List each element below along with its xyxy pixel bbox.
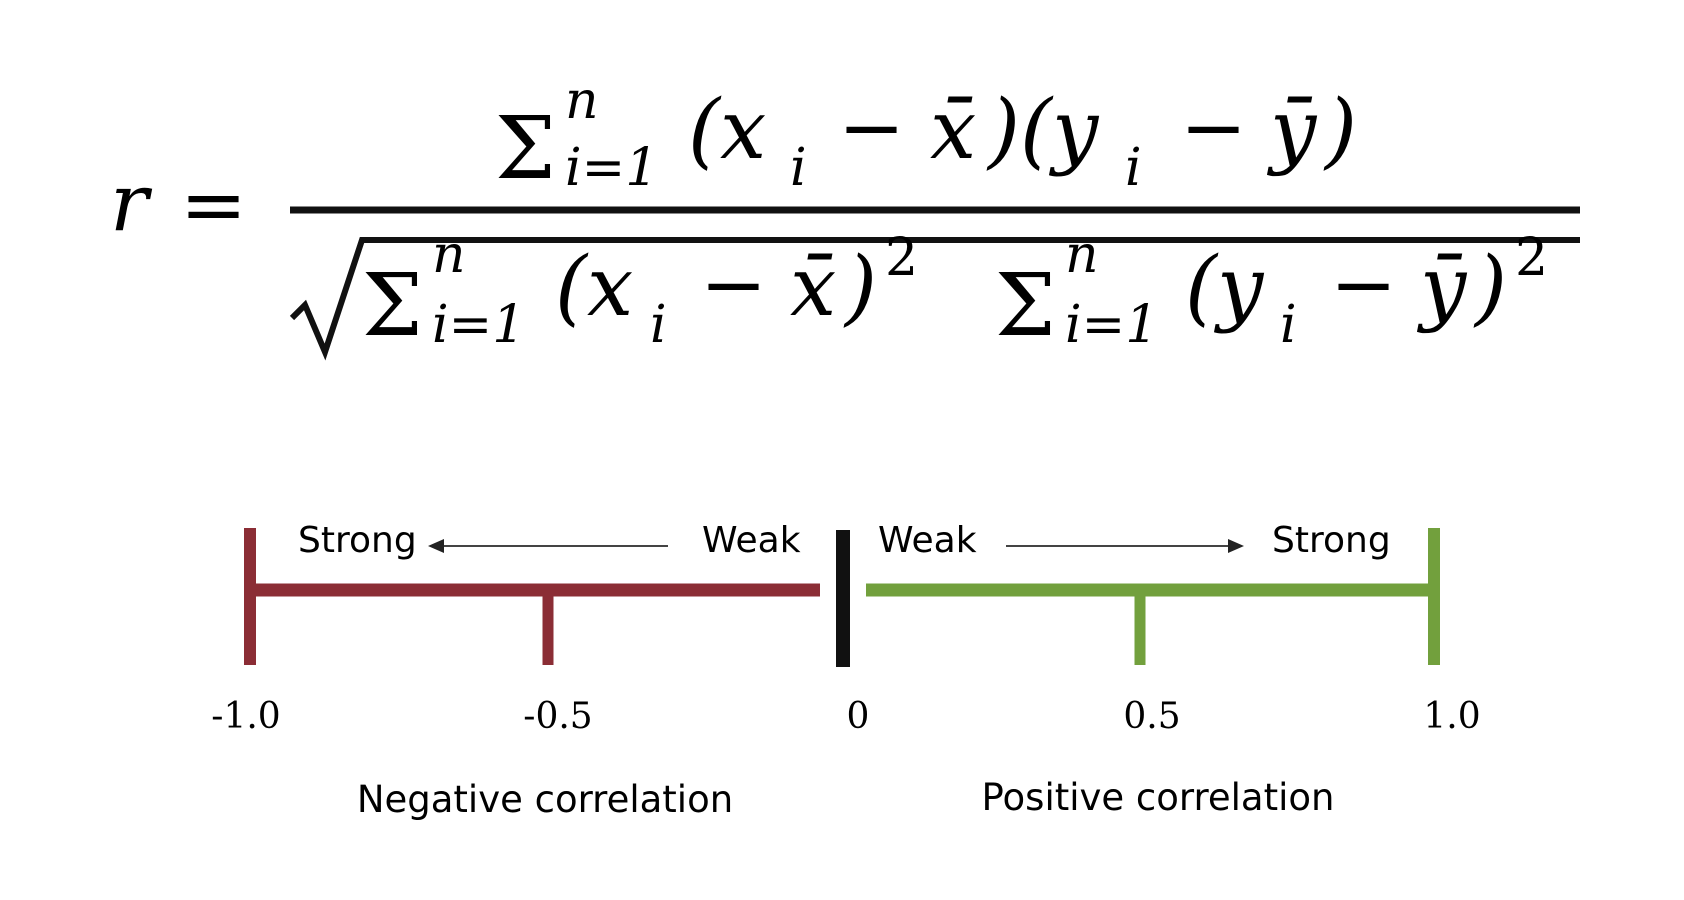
tick-label-neg-1: -1.0 [211,696,280,737]
positive-segment [866,528,1440,665]
pos-arrow-head [1228,539,1244,553]
num-open-x: (x [688,83,766,178]
numerator: Σ n i=1 (x i − x̄ )(y i − ȳ ) [495,71,1357,199]
den-upper-n-1: n [432,225,466,285]
num-close-open-y: )(y [986,83,1100,178]
den-upper-n-2: n [1065,225,1099,285]
den-sq-2: 2 [1515,228,1548,288]
num-close: ) [1323,83,1357,178]
num-minus-2: − [1180,81,1247,174]
den-xbar: x̄ [790,240,836,335]
sqrt-sign [289,237,1580,361]
num-lower-i1: i=1 [565,138,658,198]
num-minus-1: − [838,81,905,174]
num-xbar: x̄ [930,83,976,178]
formula-r: r [110,156,153,249]
num-sub-i-2: i [1125,138,1142,198]
formula-equals: = [180,158,247,251]
pos-strong-label: Strong [1272,520,1391,561]
tick-label-neg-05: -0.5 [523,696,592,737]
den-minus-2: − [1330,238,1397,331]
den-minus-1: − [700,238,767,331]
pos-weak-label: Weak [878,520,977,561]
den-sigma-2: Σ [995,256,1056,356]
den-lower-i1-2: i=1 [1065,295,1158,355]
tick-label-pos-05: 0.5 [1123,696,1180,737]
neg-strong-label: Strong [298,520,417,561]
den-open-x: (x [555,240,633,335]
neg-arrow-head [428,539,444,553]
den-lower-i1-1: i=1 [432,295,525,355]
num-upper-n: n [565,71,599,131]
den-sigma-1: Σ [362,256,423,356]
num-sigma: Σ [495,99,556,199]
num-ybar: ȳ [1266,83,1318,178]
tick-label-pos-1: 1.0 [1423,696,1480,737]
positive-caption: Positive correlation [982,776,1335,819]
neg-weak-label: Weak [702,520,801,561]
denominator: Σ n i=1 (x i − x̄ ) 2 Σ n i=1 (y i − ȳ )… [362,225,1548,356]
den-sub-i-2: i [1280,295,1297,355]
num-sub-i: i [790,138,807,198]
den-sub-i-1: i [650,295,667,355]
den-ybar: ȳ [1416,240,1468,335]
pearson-formula: r = Σ n i=1 (x i − x̄ )(y i − ȳ ) Σ n i=… [110,71,1580,361]
den-close-2: ) [1473,240,1507,335]
correlation-scale: Strong Weak Weak Strong -1.0 -0.5 0 0.5 … [211,520,1480,821]
tick-label-zero: 0 [847,696,870,737]
negative-segment [244,528,820,665]
den-open-y: (y [1185,240,1265,335]
den-sq-1: 2 [885,228,918,288]
negative-caption: Negative correlation [357,778,733,821]
den-close-1: ) [843,240,877,335]
